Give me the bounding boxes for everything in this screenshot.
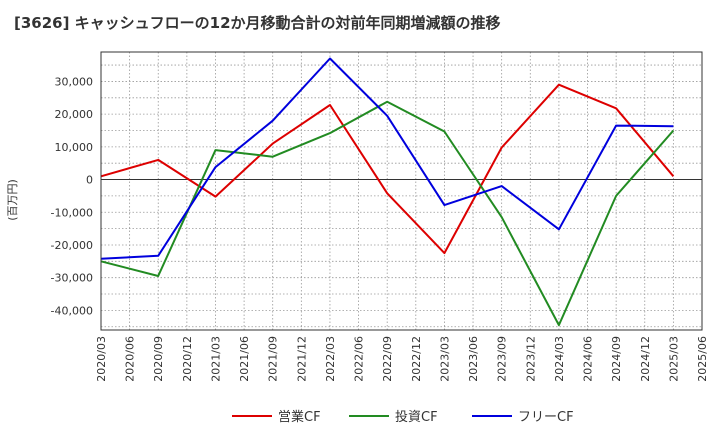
x-tick-label: 2020/09 (152, 336, 165, 382)
y-tick-label: 10,000 (55, 141, 94, 154)
series-line (100, 57, 674, 260)
x-tick-label: 2023/09 (496, 336, 509, 382)
y-tick-label: -20,000 (51, 239, 93, 252)
x-tick-label: 2022/09 (381, 336, 394, 382)
y-tick-label: 30,000 (55, 75, 94, 88)
x-tick-label: 2021/12 (295, 336, 308, 382)
series-line (100, 100, 675, 327)
legend: 営業CF 投資CF フリーCF (232, 409, 574, 425)
x-tick-label: 2021/06 (238, 336, 251, 382)
legend-label: 投資CF (395, 409, 438, 425)
x-tick-label: 2022/12 (410, 336, 423, 382)
x-tick-label: 2023/06 (467, 336, 480, 382)
y-tick-label: 0 (86, 174, 93, 187)
y-tick-label: -30,000 (51, 272, 93, 285)
x-tick-label: 2020/03 (95, 336, 108, 382)
x-tick-label: 2025/03 (667, 336, 680, 382)
y-axis-label: (百万円) (6, 179, 19, 221)
x-tick-label: 2024/12 (639, 336, 652, 382)
chart-title: [3626] キャッシュフローの12か月移動合計の対前年同期増減額の推移 (14, 14, 501, 32)
x-tick-label: 2020/12 (181, 336, 194, 382)
y-tick-label: -40,000 (51, 304, 93, 317)
plot-frame (100, 51, 703, 331)
grid (100, 52, 703, 330)
y-tick-label: 20,000 (55, 108, 94, 121)
x-tick-label: 2024/09 (610, 336, 623, 382)
x-tick-label: 2022/03 (324, 336, 337, 382)
y-tick-label: -10,000 (51, 206, 93, 219)
x-tick-label: 2024/06 (582, 336, 595, 382)
x-axis-ticks: 2020/03 2020/06 2020/09 2020/12 2021/03 2021/… (95, 336, 709, 382)
x-tick-label: 2022/06 (353, 336, 366, 382)
y-axis-ticks: 30,000 20,000 10,000 0 -10,000 -20,000 -30,000… (51, 75, 93, 317)
legend-label: 営業CF (278, 409, 321, 425)
series-lines (100, 57, 675, 327)
x-tick-label: 2021/03 (209, 336, 222, 382)
x-tick-label: 2021/09 (267, 336, 280, 382)
x-tick-label: 2024/03 (553, 336, 566, 382)
legend-label: フリーCF (518, 410, 574, 425)
series-line (100, 83, 675, 255)
x-tick-label: 2023/03 (438, 336, 451, 382)
x-tick-label: 2025/06 (696, 336, 709, 382)
x-tick-label: 2020/06 (124, 336, 137, 382)
x-tick-label: 2023/12 (524, 336, 537, 382)
